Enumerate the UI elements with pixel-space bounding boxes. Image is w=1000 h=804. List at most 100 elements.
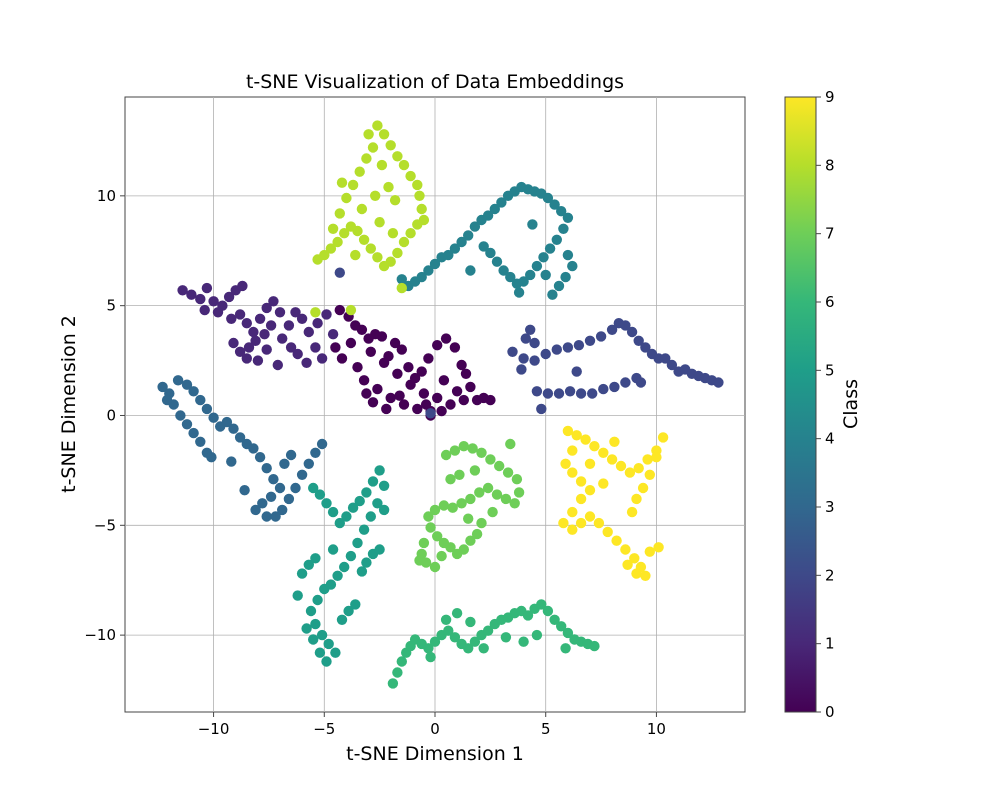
scatter-point-class-0 xyxy=(445,399,456,410)
scatter-point-class-5 xyxy=(347,502,359,513)
colorbar-tick-label: 9 xyxy=(825,88,835,106)
scatter-point-class-2 xyxy=(531,386,543,397)
scatter-point-class-5 xyxy=(308,634,319,645)
scatter-point-class-8 xyxy=(345,304,357,316)
scatter-point-class-7 xyxy=(449,445,461,456)
scatter-point-class-5 xyxy=(372,498,383,509)
scatter-point-class-2 xyxy=(573,340,585,351)
scatter-point-class-9 xyxy=(651,452,662,463)
scatter-point-class-3 xyxy=(285,449,297,461)
scatter-point-class-8 xyxy=(350,249,361,261)
scatter-point-class-8 xyxy=(312,254,323,265)
scatter-point-class-9 xyxy=(589,441,600,452)
scatter-point-class-1 xyxy=(177,285,188,296)
scatter-point-class-2 xyxy=(518,353,529,364)
scatter-point-class-0 xyxy=(416,366,427,377)
scatter-point-class-0 xyxy=(412,403,423,415)
scatter-point-class-1 xyxy=(265,320,277,331)
scatter-point-class-4 xyxy=(456,236,467,248)
scatter-point-class-3 xyxy=(208,412,219,423)
scatter-point-class-3 xyxy=(188,427,199,439)
scatter-point-class-5 xyxy=(301,623,312,634)
scatter-point-class-9 xyxy=(598,447,609,458)
scatter-point-class-9 xyxy=(584,485,596,496)
scatter-point-class-1 xyxy=(234,309,246,320)
scatter-point-class-9 xyxy=(631,568,642,579)
scatter-point-class-8 xyxy=(372,120,383,131)
scatter-point-class-0 xyxy=(456,359,467,371)
scatter-point-class-8 xyxy=(363,129,374,140)
scatter-point-class-4 xyxy=(489,203,500,215)
scatter-point-class-8 xyxy=(339,228,350,239)
scatter-point-class-5 xyxy=(361,557,372,568)
x-tick-label: −5 xyxy=(313,720,335,738)
scatter-point-class-7 xyxy=(494,460,505,472)
scatter-point-class-2 xyxy=(620,377,631,388)
scatter-point-class-2 xyxy=(551,344,562,355)
scatter-point-class-1 xyxy=(285,342,297,353)
scatter-point-class-0 xyxy=(418,388,430,399)
scatter-point-class-6 xyxy=(522,610,534,621)
scatter-point-class-2 xyxy=(575,388,587,399)
scatter-point-class-3 xyxy=(270,511,281,522)
scatter-point-class-5 xyxy=(339,561,350,573)
scatter-point-class-1 xyxy=(186,289,197,300)
scatter-point-class-4 xyxy=(531,260,543,272)
scatter-point-class-7 xyxy=(425,522,436,533)
scatter-point-class-8 xyxy=(347,179,359,191)
scatter-point-class-1 xyxy=(261,302,272,314)
scatter-point-class-2 xyxy=(626,326,638,338)
y-axis-ticks: −10 −5 0 5 10 xyxy=(84,187,125,644)
scatter-point-class-6 xyxy=(531,629,543,641)
scatter-point-class-0 xyxy=(485,394,496,406)
scatter-point-class-3 xyxy=(172,375,184,386)
scatter-point-class-4 xyxy=(562,212,574,223)
scatter-point-class-3 xyxy=(283,493,295,505)
scatter-point-class-4 xyxy=(478,241,489,252)
y-axis-label: t-SNE Dimension 2 xyxy=(58,315,80,493)
scatter-point-class-6 xyxy=(556,621,567,632)
scatter-point-class-1 xyxy=(228,337,239,349)
scatter-point-class-8 xyxy=(310,307,321,318)
scatter-point-class-8 xyxy=(389,195,401,206)
scatter-point-class-3 xyxy=(261,511,272,522)
scatter-point-class-3 xyxy=(161,394,173,406)
scatter-point-class-9 xyxy=(624,467,636,478)
scatter-point-class-6 xyxy=(560,643,571,654)
scatter-point-class-2 xyxy=(334,267,345,278)
scatter-point-class-2 xyxy=(713,377,724,388)
scatter-point-class-3 xyxy=(261,463,272,474)
scatter-point-class-6 xyxy=(463,643,474,654)
scatter-point-class-5 xyxy=(374,544,385,555)
scatter-point-class-1 xyxy=(316,353,328,364)
scatter-point-class-1 xyxy=(303,326,314,338)
scatter-point-class-5 xyxy=(310,618,321,630)
scatter-point-class-0 xyxy=(358,375,370,386)
scatter-point-class-4 xyxy=(469,221,481,232)
scatter-point-class-5 xyxy=(356,566,368,577)
scatter-point-class-7 xyxy=(502,467,514,478)
scatter-point-class-3 xyxy=(274,482,286,494)
scatter-point-class-1 xyxy=(321,309,332,320)
scatter-point-class-8 xyxy=(325,243,337,254)
scatter-point-class-0 xyxy=(367,397,379,408)
scatter-point-class-1 xyxy=(272,359,283,371)
scatter-point-class-6 xyxy=(549,614,560,625)
scatter-points xyxy=(157,120,724,689)
scatter-point-class-7 xyxy=(445,542,456,553)
scatter-point-class-8 xyxy=(412,179,423,191)
scatter-point-class-1 xyxy=(274,307,286,318)
scatter-point-class-1 xyxy=(292,348,303,360)
scatter-point-class-7 xyxy=(469,465,481,476)
scatter-point-class-6 xyxy=(465,616,476,628)
scatter-point-class-8 xyxy=(370,190,381,201)
scatter-point-class-3 xyxy=(316,438,328,450)
scatter-point-class-7 xyxy=(429,561,441,573)
scatter-point-class-4 xyxy=(482,210,494,221)
scatter-point-class-4 xyxy=(505,271,516,283)
scatter-point-class-7 xyxy=(414,555,425,566)
scatter-point-class-3 xyxy=(279,458,290,469)
scatter-point-class-7 xyxy=(485,454,496,465)
scatter-point-class-7 xyxy=(440,449,452,461)
